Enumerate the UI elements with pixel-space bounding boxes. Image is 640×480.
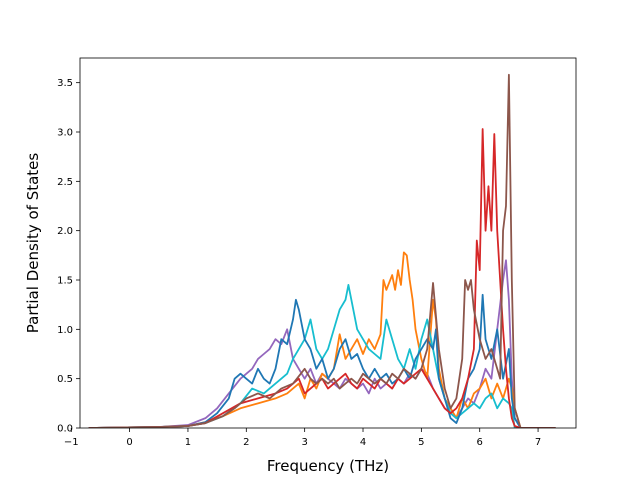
- y-tick-label: 2.5: [57, 177, 73, 188]
- plot-frame: [79, 57, 577, 429]
- series-line-5: [88, 128, 556, 428]
- x-tick-label: 4: [360, 437, 366, 448]
- x-tick-label: 7: [535, 437, 541, 448]
- x-tick-label: 1: [185, 437, 191, 448]
- series-line-3: [88, 284, 556, 428]
- y-tick-label: 3.0: [57, 128, 73, 139]
- series-layer: [88, 73, 556, 428]
- y-tick-label: 0.5: [57, 374, 73, 385]
- x-tick-label: 5: [418, 437, 424, 448]
- series-line-4: [88, 293, 556, 428]
- y-axis-label: Partial Density of States: [24, 153, 42, 334]
- x-tick-label: 2: [243, 437, 249, 448]
- x-tick-label: 6: [477, 437, 483, 448]
- x-tick-label: −1: [64, 437, 79, 448]
- x-tick-label: 3: [301, 437, 307, 448]
- y-tick-label: 3.5: [57, 78, 73, 89]
- x-axis: −1 0 1 2 3 4 5 6 7: [64, 428, 541, 448]
- y-tick-label: 2.0: [57, 226, 73, 237]
- y-tick-label: 1.0: [57, 325, 73, 336]
- x-tick-label: 0: [126, 437, 132, 448]
- y-axis: 0.0 0.5 1.0 1.5 2.0 2.5 3.0 3.5: [57, 78, 80, 435]
- y-tick-label: 0.0: [57, 424, 73, 435]
- y-tick-label: 1.5: [57, 276, 73, 287]
- x-axis-label: Frequency (THz): [267, 457, 389, 475]
- series-line-6: [88, 73, 556, 428]
- series-line-1: [88, 259, 556, 428]
- series-line-2: [88, 251, 556, 428]
